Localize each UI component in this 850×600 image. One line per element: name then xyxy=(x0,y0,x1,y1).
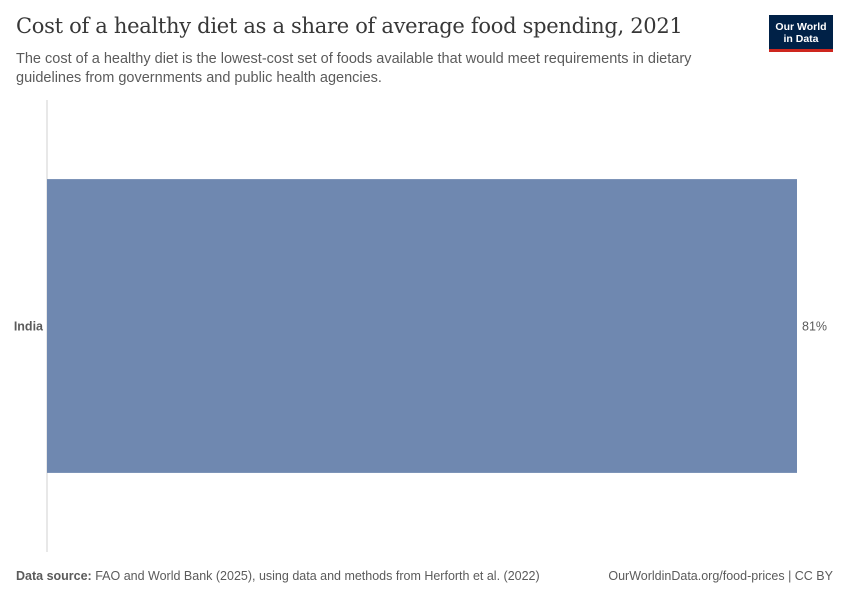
owid-logo[interactable]: Our World in Data xyxy=(769,15,833,52)
bar-india xyxy=(47,179,797,473)
data-source-label: Data source: xyxy=(16,569,92,583)
value-label: 81% xyxy=(802,320,827,334)
logo-line-2: in Data xyxy=(783,33,819,45)
logo-line-1: Our World xyxy=(775,21,827,33)
source-link[interactable]: OurWorldinData.org/food-prices | CC BY xyxy=(608,569,833,583)
chart-title: Cost of a healthy diet as a share of ave… xyxy=(16,14,683,38)
data-source-text: FAO and World Bank (2025), using data an… xyxy=(95,569,540,583)
data-source: Data source: FAO and World Bank (2025), … xyxy=(16,569,540,583)
category-label: India xyxy=(14,320,44,334)
chart-subtitle: The cost of a healthy diet is the lowest… xyxy=(16,51,692,86)
